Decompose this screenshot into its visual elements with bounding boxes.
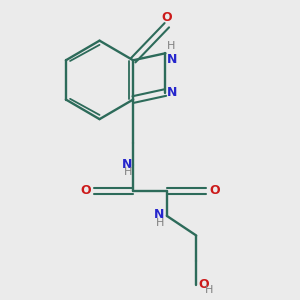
- Text: N: N: [122, 158, 132, 171]
- Text: H: H: [205, 285, 214, 295]
- Text: O: O: [80, 184, 91, 196]
- Text: N: N: [167, 53, 177, 66]
- Text: O: O: [199, 278, 209, 291]
- Text: N: N: [154, 208, 164, 221]
- Text: H: H: [167, 41, 175, 51]
- Text: N: N: [167, 86, 177, 99]
- Text: H: H: [156, 218, 164, 228]
- Text: O: O: [209, 184, 220, 196]
- Text: H: H: [123, 167, 132, 177]
- Text: O: O: [161, 11, 172, 24]
